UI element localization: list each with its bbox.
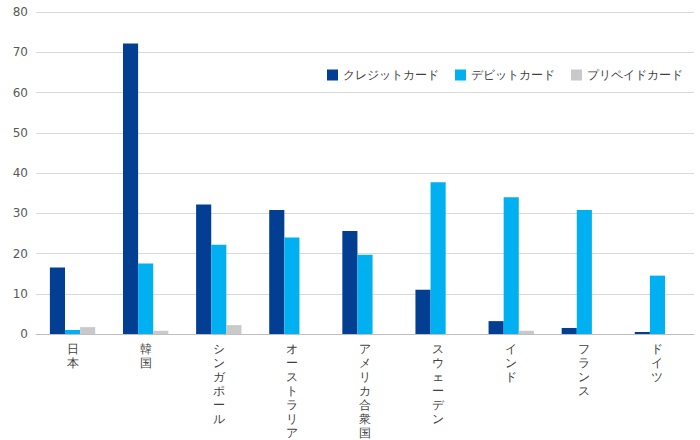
svg-text:国: 国 — [140, 356, 152, 370]
svg-text:20: 20 — [13, 247, 28, 261]
svg-text:リ: リ — [359, 370, 371, 384]
svg-text:クレジットカード: クレジットカード — [343, 68, 439, 82]
svg-text:0: 0 — [20, 327, 28, 341]
svg-text:カ: カ — [359, 384, 371, 398]
svg-text:70: 70 — [13, 45, 28, 59]
svg-text:ー: ー — [213, 398, 225, 412]
svg-text:メ: メ — [359, 356, 371, 370]
svg-text:イ: イ — [505, 342, 517, 356]
svg-text:デビットカード: デビットカード — [471, 68, 555, 82]
svg-text:30: 30 — [13, 206, 28, 220]
svg-text:ド: ド — [505, 370, 517, 384]
svg-text:10: 10 — [13, 287, 28, 301]
svg-text:デ: デ — [432, 398, 445, 412]
svg-text:イ: イ — [651, 356, 663, 370]
svg-text:40: 40 — [13, 166, 28, 180]
svg-text:合: 合 — [359, 398, 371, 412]
svg-text:ン: ン — [578, 370, 590, 384]
svg-text:ツ: ツ — [651, 370, 663, 384]
svg-text:ウ: ウ — [432, 356, 444, 370]
svg-text:プリペイドカード: プリペイドカード — [587, 68, 683, 82]
svg-text:ン: ン — [213, 356, 225, 370]
svg-text:80: 80 — [13, 5, 28, 19]
svg-text:日: 日 — [67, 342, 79, 356]
svg-text:リ: リ — [286, 412, 298, 426]
svg-text:ス: ス — [432, 342, 444, 356]
svg-text:60: 60 — [13, 86, 28, 100]
svg-text:シ: シ — [213, 342, 225, 356]
svg-text:ェ: ェ — [432, 370, 444, 384]
svg-text:ー: ー — [286, 356, 298, 370]
svg-text:ド: ド — [651, 342, 663, 356]
svg-text:フ: フ — [578, 342, 590, 356]
svg-text:ス: ス — [578, 384, 590, 398]
svg-text:ン: ン — [505, 356, 517, 370]
svg-text:ン: ン — [432, 412, 444, 426]
svg-text:ガ: ガ — [213, 370, 226, 384]
svg-text:ト: ト — [286, 384, 298, 398]
svg-text:ル: ル — [213, 412, 225, 426]
svg-text:ポ: ポ — [213, 384, 225, 398]
svg-text:韓: 韓 — [140, 342, 152, 356]
svg-text:ス: ス — [286, 370, 298, 384]
svg-text:ー: ー — [432, 384, 444, 398]
svg-text:オ: オ — [286, 342, 298, 356]
svg-text:ア: ア — [359, 342, 371, 356]
svg-text:50: 50 — [13, 126, 28, 140]
svg-text:ア: ア — [286, 426, 298, 440]
svg-text:衆: 衆 — [359, 412, 371, 426]
svg-text:ラ: ラ — [578, 356, 590, 370]
svg-text:本: 本 — [67, 356, 79, 370]
svg-text:国: 国 — [359, 426, 371, 440]
svg-text:ラ: ラ — [286, 398, 298, 412]
